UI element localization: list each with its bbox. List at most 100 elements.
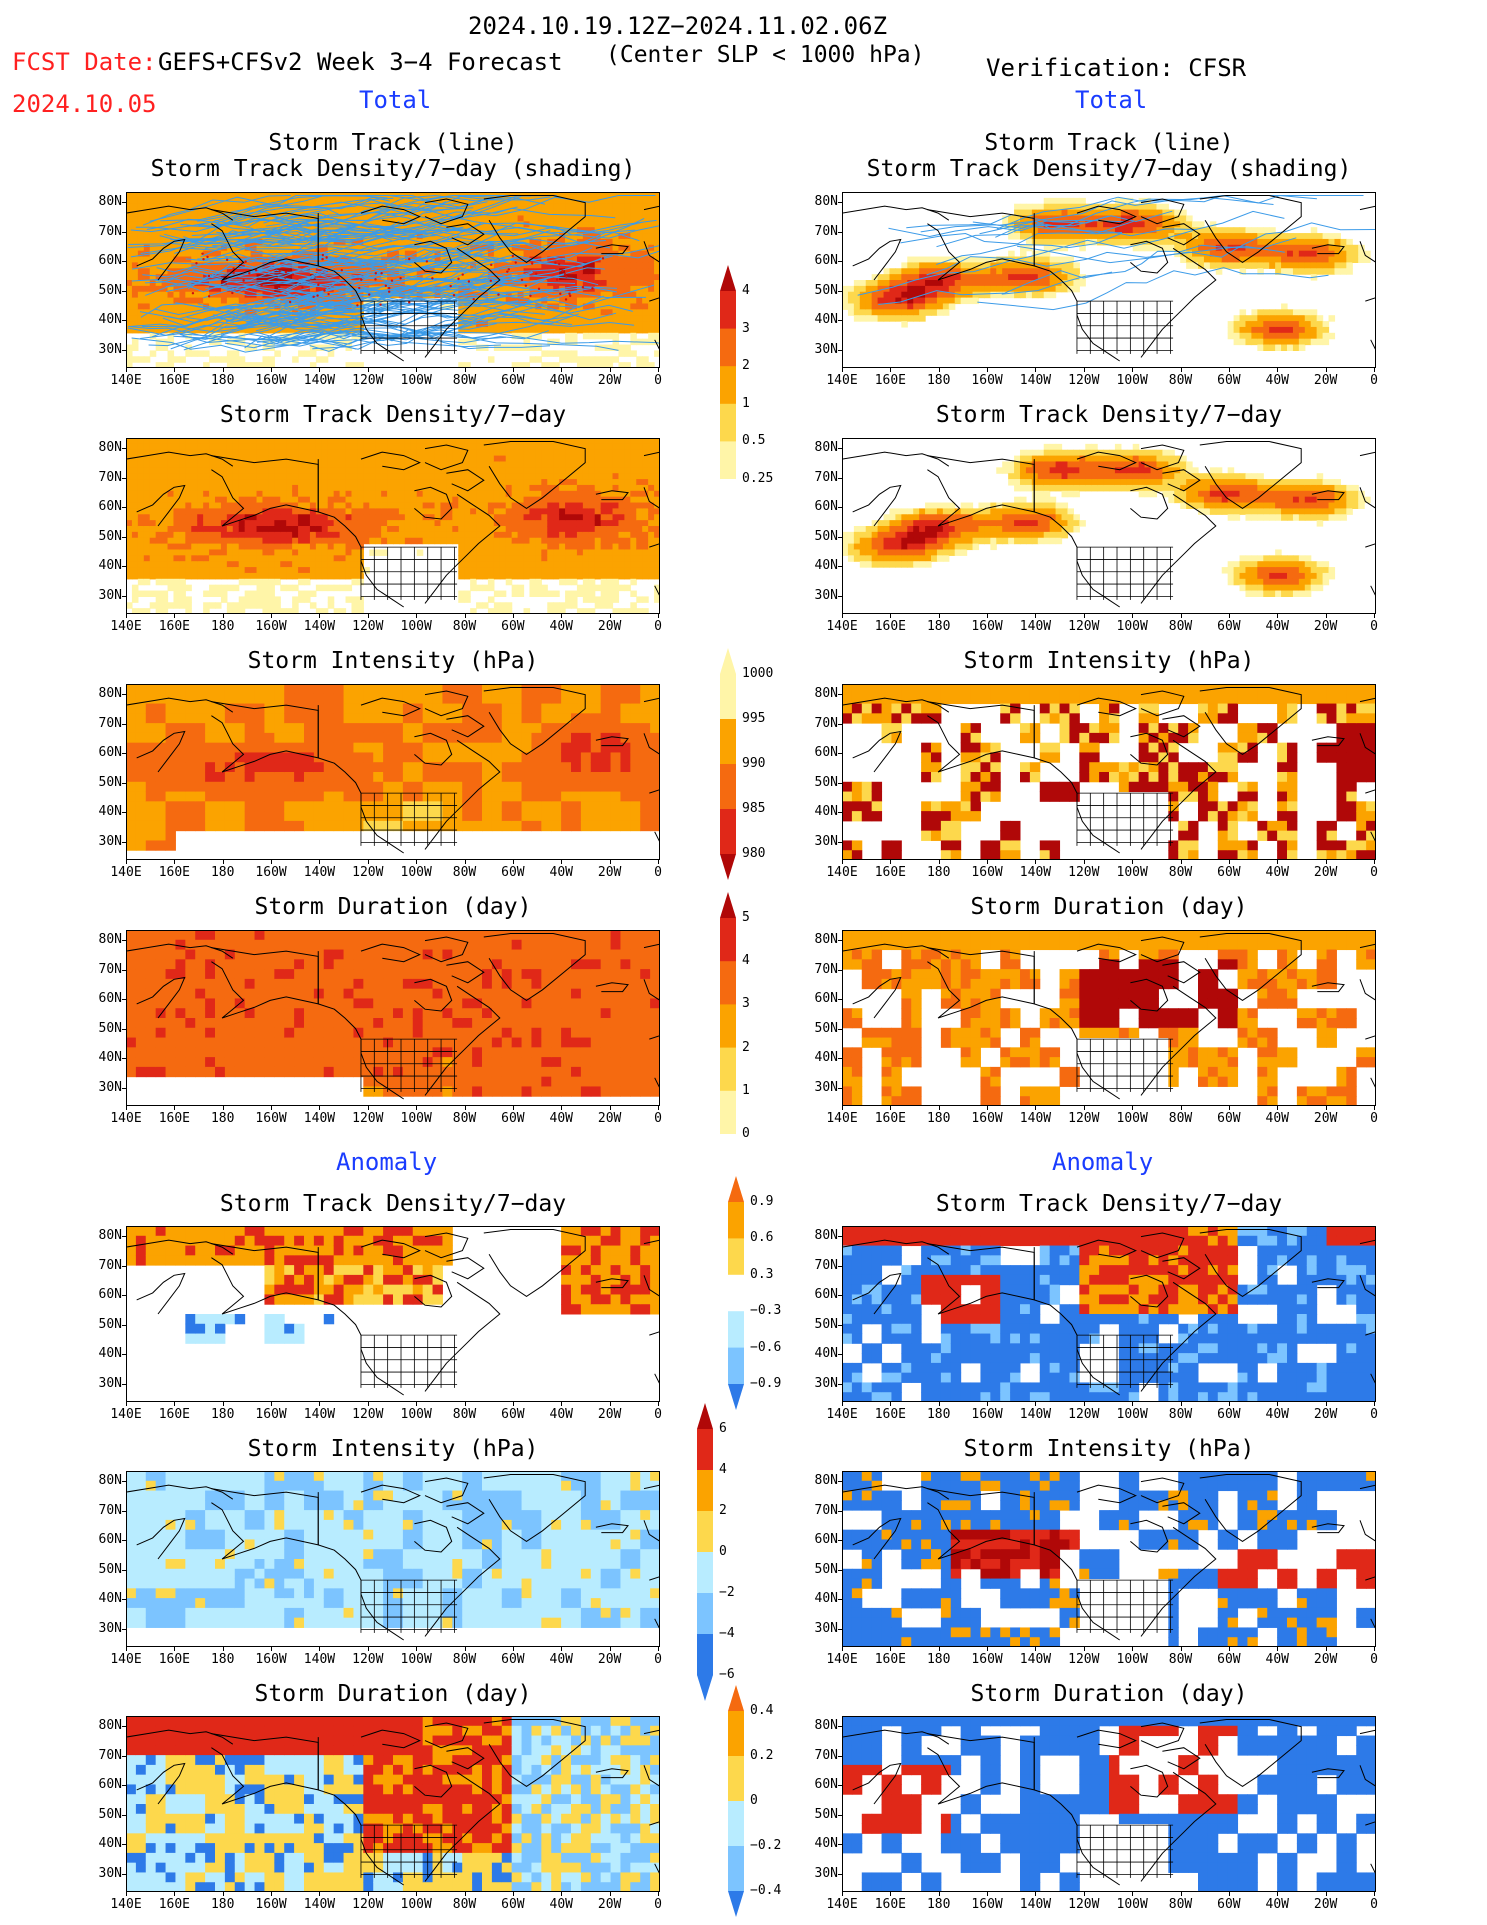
lat-label: 80N xyxy=(98,1228,122,1243)
lat-label: 30N xyxy=(98,1620,122,1636)
lat-label: 60N xyxy=(814,991,838,1006)
lon-tick xyxy=(658,1106,659,1110)
colorbar-label: −0.4 xyxy=(750,1883,782,1898)
title-density-left: Storm Track Density/7−day xyxy=(219,402,567,428)
lon-tick xyxy=(1180,614,1182,618)
lon-tick xyxy=(987,1106,989,1110)
colorbar-svg xyxy=(728,1176,744,1410)
lon-label: 120W xyxy=(352,1407,384,1422)
lat-label: 80N xyxy=(814,440,838,455)
lat-label: 40N xyxy=(814,1346,838,1361)
lon-tick xyxy=(658,1647,659,1651)
lon-label: 160E xyxy=(874,373,907,388)
lat-tick xyxy=(122,1814,126,1816)
lat-tick xyxy=(122,782,126,784)
lon-label: 0 xyxy=(654,619,662,634)
lon-label: 40W xyxy=(1265,1897,1289,1912)
colorbar-label: −4 xyxy=(719,1626,735,1641)
lon-label: 160E xyxy=(158,373,191,388)
lon-label: 80W xyxy=(1168,619,1193,634)
lon-tick xyxy=(1277,614,1279,618)
title-duration-right: Storm Duration (day) xyxy=(970,894,1248,920)
lon-label: 40W xyxy=(549,1111,573,1126)
lon-tick xyxy=(1083,1402,1085,1406)
colorbar-svg xyxy=(720,265,736,505)
lon-label: 100W xyxy=(1116,865,1148,880)
lon-tick xyxy=(464,368,466,372)
lon-label: 80W xyxy=(452,619,477,634)
lon-label: 0 xyxy=(654,1111,662,1126)
lon-label: 40W xyxy=(549,865,573,880)
lon-label: 160E xyxy=(158,1111,191,1126)
lat-tick xyxy=(122,1236,126,1237)
lon-label: 140W xyxy=(303,373,336,388)
fcst-date: 2024.10.05 xyxy=(12,90,157,118)
lon-label: 140E xyxy=(110,373,142,388)
lon-label: 0 xyxy=(1370,1897,1378,1912)
lon-label: 180 xyxy=(210,373,235,388)
lon-label: 80W xyxy=(452,1111,477,1126)
lon-label: 180 xyxy=(926,373,951,388)
lat-label: 70N xyxy=(814,1747,838,1763)
lat-label: 80N xyxy=(98,686,122,701)
lon-tick xyxy=(1374,1892,1375,1896)
fcst-date-label: FCST Date: xyxy=(12,48,157,76)
colorbar-label: 0 xyxy=(719,1544,727,1559)
lon-label: 140E xyxy=(826,865,858,880)
colorbar-label: −0.6 xyxy=(750,1339,782,1355)
lon-label: 40W xyxy=(1265,865,1289,880)
lat-label: 60N xyxy=(98,991,122,1006)
lat-label: 80N xyxy=(814,194,838,209)
lon-tick xyxy=(271,1402,273,1406)
lat-label: 40N xyxy=(98,558,122,573)
lon-label: 160E xyxy=(874,1897,907,1912)
lon-label: 100W xyxy=(1116,1897,1148,1912)
lon-tick xyxy=(222,368,224,372)
lat-label: 50N xyxy=(814,1316,838,1332)
lon-tick xyxy=(1374,368,1375,372)
map-svg xyxy=(842,1226,1376,1402)
lon-label: 120W xyxy=(1068,1407,1100,1422)
lon-tick xyxy=(1228,368,1230,372)
lon-tick xyxy=(512,1106,514,1110)
lat-tick xyxy=(838,290,842,292)
lon-tick xyxy=(842,1106,843,1110)
lon-tick xyxy=(464,1106,466,1110)
lon-label: 140W xyxy=(1019,1652,1052,1667)
lon-label: 160W xyxy=(255,1897,287,1912)
lat-tick xyxy=(122,1481,126,1482)
lon-tick xyxy=(319,1647,321,1651)
lat-label: 40N xyxy=(814,1050,838,1065)
lon-tick xyxy=(1132,368,1134,372)
lon-tick xyxy=(1180,1402,1182,1406)
lat-tick xyxy=(122,261,126,262)
colorbar-intensity-total: 1000 995 990 985 980 xyxy=(720,648,780,880)
lon-label: 160E xyxy=(874,865,907,880)
lon-label: 40W xyxy=(549,1407,573,1422)
lat-label: 70N xyxy=(98,1257,122,1273)
lat-tick xyxy=(122,1028,126,1030)
lon-label: 160W xyxy=(255,1407,287,1422)
lon-tick xyxy=(842,368,843,372)
lon-label: 100W xyxy=(1116,373,1148,388)
colorbar-duration-total: 5 4 3 2 1 0 xyxy=(720,892,780,1160)
lon-tick xyxy=(1035,1106,1037,1110)
lon-label: 60W xyxy=(1217,1407,1241,1422)
lon-tick xyxy=(938,1892,940,1896)
lon-tick xyxy=(890,1106,892,1110)
lon-label: 160W xyxy=(971,1407,1003,1422)
section-anomaly-right: Anomaly xyxy=(1052,1148,1154,1176)
map-svg xyxy=(126,930,660,1106)
lon-label: 20W xyxy=(1313,373,1338,388)
colorbar-label: 5 xyxy=(742,910,750,925)
lon-label: 40W xyxy=(1265,1407,1289,1422)
map-intensity-forecast: 80N 70N 60N 50N 40N 30N 140E 160E 180 160W 140W 120… xyxy=(99,684,662,880)
lon-label: 140E xyxy=(110,1407,142,1422)
lat-tick xyxy=(122,1324,126,1326)
lon-tick xyxy=(561,614,563,618)
lat-tick xyxy=(838,1873,842,1875)
colorbar-label: 2 xyxy=(742,1039,750,1055)
lon-label: 160W xyxy=(971,1652,1003,1667)
lon-tick xyxy=(1035,860,1037,864)
verification-title: Verification: CFSR xyxy=(986,54,1247,82)
